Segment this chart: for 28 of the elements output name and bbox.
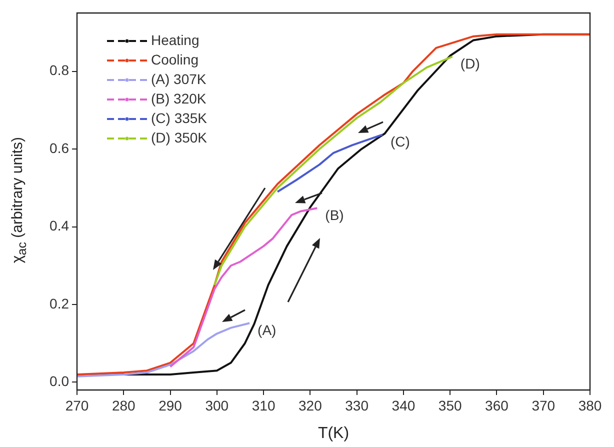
x-axis-title: T(K) [318, 424, 350, 442]
y-tick-label: 0.6 [50, 140, 70, 156]
annotation: (D) [460, 55, 480, 72]
legend-label: Heating [151, 32, 200, 48]
x-tick-label: 340 [392, 397, 416, 414]
y-tick-label: 0.0 [50, 373, 70, 390]
x-tick-label: 350 [438, 397, 462, 414]
legend-label: (C) 335K [151, 110, 208, 126]
y-tick-label: 0.2 [50, 295, 70, 312]
x-tick-label: 280 [112, 397, 136, 414]
annotation: (C) [390, 134, 410, 150]
x-tick-label: 310 [252, 397, 276, 414]
x-tick-label: 300 [205, 397, 229, 414]
x-tick-label: 360 [485, 397, 509, 414]
legend-label: Cooling [151, 51, 198, 68]
legend-label: (D) 350K [151, 129, 208, 146]
x-tick-label: 270 [65, 397, 89, 414]
y-tick-label: 0.4 [50, 218, 70, 234]
x-tick-label: 320 [298, 397, 322, 414]
annotation: (A) [258, 322, 276, 338]
x-tick-label: 330 [345, 397, 369, 414]
y-tick-label: 0.8 [50, 62, 70, 78]
x-tick-label: 380 [578, 397, 602, 414]
x-tick-label: 370 [532, 397, 556, 414]
legend-label: (A) 307K [151, 70, 207, 87]
legend-label: (B) 320K [151, 90, 207, 106]
annotation: (B) [325, 206, 344, 223]
x-tick-label: 290 [158, 397, 182, 414]
